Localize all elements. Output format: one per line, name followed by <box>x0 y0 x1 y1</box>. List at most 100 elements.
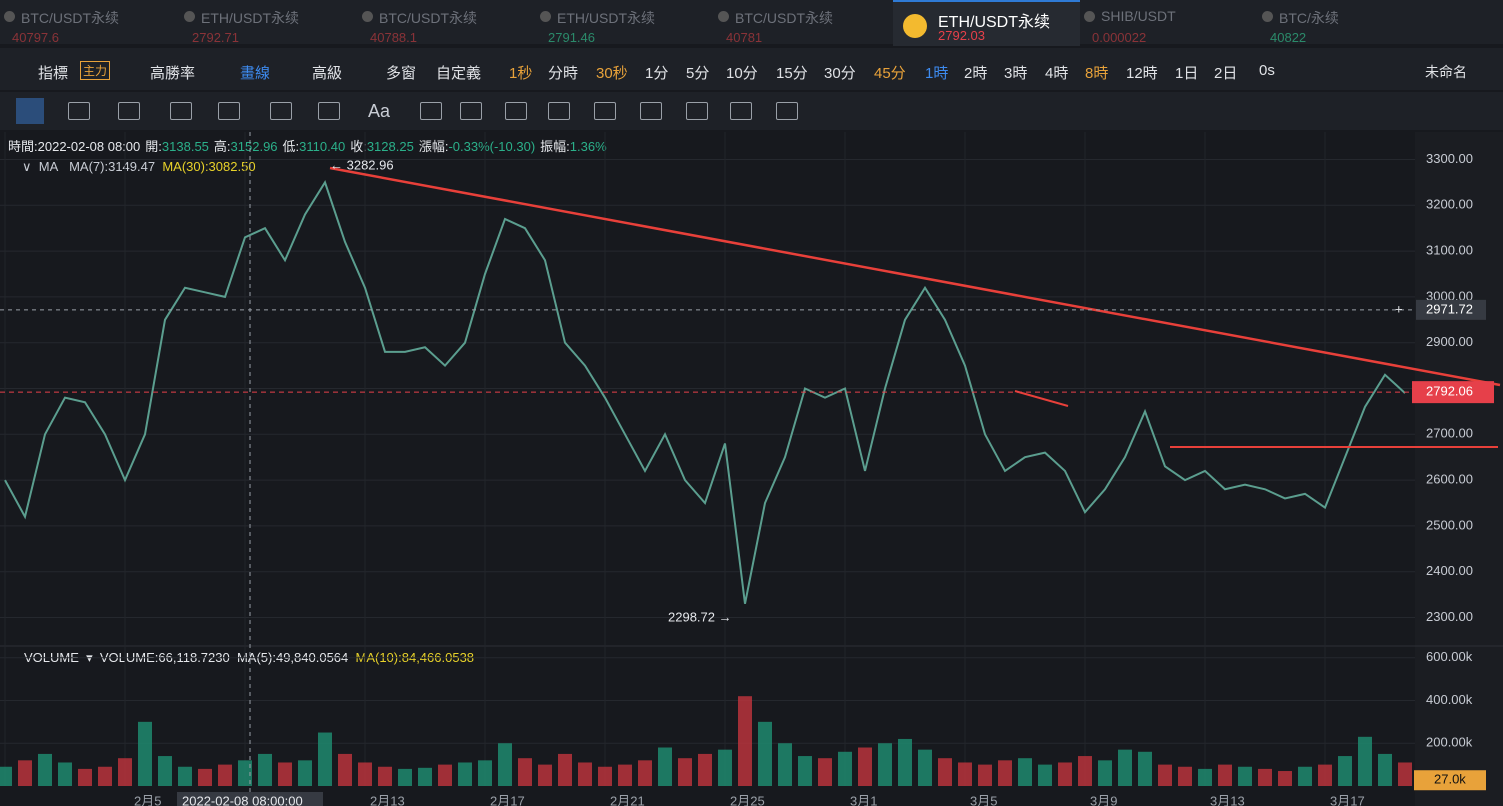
tab-icon <box>362 11 373 22</box>
tool-icon[interactable] <box>68 102 90 120</box>
interval[interactable]: 2時 <box>964 65 988 82</box>
crosshair-label: 2971.72 <box>1426 301 1473 316</box>
x-tick-label: 2月13 <box>370 793 405 806</box>
interval[interactable]: 30秒 <box>596 65 628 82</box>
tool-icon[interactable] <box>548 102 570 120</box>
toolbar-item[interactable]: 畫線 <box>240 65 271 82</box>
interval[interactable]: 3時 <box>1004 65 1028 82</box>
volume-bar <box>1018 758 1032 786</box>
volume-bar <box>318 732 332 786</box>
tab-symbol[interactable]: SHIB/USDT <box>1101 8 1176 24</box>
toolbar-item[interactable]: 高級 <box>312 65 343 82</box>
volume-bar <box>1178 766 1192 786</box>
toolbar-item[interactable]: 自定義 <box>436 65 482 82</box>
time-tag <box>177 792 323 806</box>
last-price-label: 2792.06 <box>1426 384 1473 399</box>
volume-bar <box>138 721 152 786</box>
interval[interactable]: 12時 <box>1126 65 1158 82</box>
volume-bar <box>778 743 792 786</box>
volume-bar <box>1158 764 1172 786</box>
volume-bar <box>798 756 812 786</box>
tab-bar: BTC/USDT永续 40797.6 ETH/USDT永续 2792.71 BTC/US… <box>0 0 1503 46</box>
tool-icon[interactable] <box>594 102 616 120</box>
tab-symbol[interactable]: ETH/USDT永续 <box>938 14 1051 31</box>
tab-price: 0.000022 <box>1092 30 1147 45</box>
trend-line <box>329 166 1501 387</box>
volume-bar <box>638 760 652 786</box>
interval[interactable]: 10分 <box>726 65 758 82</box>
tool-icon[interactable] <box>420 102 442 120</box>
crosshair-tool[interactable] <box>16 98 44 124</box>
tab-icon <box>540 11 551 22</box>
tool-icon[interactable] <box>118 102 140 120</box>
tool-icon[interactable] <box>686 102 708 120</box>
volume-bar <box>1318 764 1332 786</box>
interval[interactable]: 1日 <box>1175 65 1199 82</box>
y-tick-label: 2500.00 <box>1426 517 1473 532</box>
info-value: 3110.40 <box>299 139 346 154</box>
interval[interactable]: 1時 <box>925 65 949 82</box>
tool-icon[interactable] <box>460 102 482 120</box>
tab-symbol[interactable]: ETH/USDT永续 <box>557 10 655 26</box>
volume-bar <box>918 749 932 786</box>
interval[interactable]: 1分 <box>645 65 669 82</box>
tool-icon[interactable] <box>270 102 292 120</box>
price-axis-bg <box>1415 132 1503 806</box>
volume-bar <box>818 758 832 786</box>
volume-bar <box>1358 736 1372 786</box>
tab-symbol[interactable]: BTC/USDT永续 <box>21 10 119 26</box>
interval[interactable]: 0s <box>1259 62 1275 79</box>
volume-bar <box>418 767 432 786</box>
x-tick-label: 2月17 <box>490 793 525 806</box>
text-tool[interactable]: Aa <box>368 101 391 121</box>
toolbar-item[interactable]: 高勝率 <box>150 65 196 82</box>
volume-bar <box>338 753 352 786</box>
volume-bar <box>1278 771 1292 786</box>
volume-bar <box>878 743 892 786</box>
info-label: 時間: <box>8 139 38 154</box>
volume-bar <box>478 760 492 786</box>
tab-icon <box>184 11 195 22</box>
toolbar-item[interactable]: 多窗 <box>386 65 417 82</box>
tool-icon[interactable] <box>640 102 662 120</box>
tool-icon[interactable] <box>505 102 527 120</box>
y-tick-label: 3300.00 <box>1426 151 1473 166</box>
tab-price: 40788.1 <box>370 30 417 45</box>
volume-bar <box>358 762 372 786</box>
toolbar-item[interactable]: 主力 <box>80 61 111 80</box>
interval[interactable]: 分時 <box>548 65 579 82</box>
tool-icon[interactable] <box>318 102 340 120</box>
tab-price: 40781 <box>726 30 763 45</box>
volume-bar <box>838 751 852 786</box>
interval[interactable]: 4時 <box>1045 65 1069 82</box>
toolbar-item[interactable]: 指標 <box>38 65 69 82</box>
interval[interactable]: 5分 <box>686 65 710 82</box>
volume-bar <box>898 738 912 786</box>
tool-icon[interactable] <box>730 102 752 120</box>
volume-bar <box>1118 749 1132 786</box>
volume-bar <box>158 756 172 786</box>
ma-name[interactable]: ∨ MA <box>22 159 59 174</box>
volume-bar <box>1298 766 1312 786</box>
volume-bar <box>118 758 132 786</box>
tab-symbol[interactable]: BTC/永续 <box>1279 10 1339 26</box>
interval[interactable]: 2日 <box>1214 65 1238 82</box>
tab-symbol[interactable]: ETH/USDT永续 <box>201 10 299 26</box>
volume-bar <box>938 758 952 786</box>
tool-icon[interactable] <box>218 102 240 120</box>
interval[interactable]: 45分 <box>874 65 906 82</box>
x-tick-label: 2月25 <box>730 793 765 806</box>
tool-icon[interactable] <box>776 102 798 120</box>
interval[interactable]: 30分 <box>824 65 856 82</box>
interval[interactable]: 8時 <box>1085 65 1109 82</box>
layout-name[interactable]: 未命名 <box>1425 64 1467 80</box>
tab-symbol[interactable]: BTC/USDT永续 <box>379 10 477 26</box>
tab-icon <box>1262 11 1273 22</box>
info-value: 1.36% <box>569 139 607 154</box>
volume-bar <box>578 762 592 786</box>
interval[interactable]: 15分 <box>776 65 808 82</box>
volume-bar <box>758 721 772 786</box>
tool-icon[interactable] <box>170 102 192 120</box>
tab-symbol[interactable]: BTC/USDT永续 <box>735 10 833 26</box>
interval[interactable]: 1秒 <box>509 65 533 82</box>
